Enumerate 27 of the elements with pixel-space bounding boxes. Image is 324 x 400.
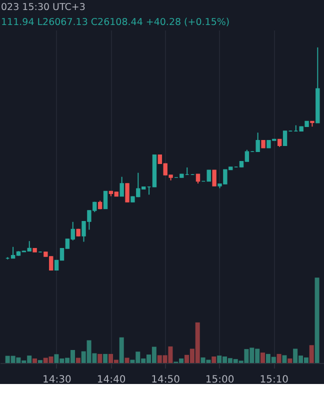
candlestick [196,173,200,184]
bar [288,358,292,363]
x-tick-label: 14:40 [96,374,126,386]
bar [103,354,108,363]
text: 111.94 L26067.13 C26108.44 +40.28 (+0.15%) [1,17,230,28]
bar [124,358,130,363]
bar [309,345,314,363]
candlestick [103,190,108,210]
bar [76,358,80,363]
bar [38,360,42,363]
bar [260,352,265,363]
bar [212,356,216,363]
candlestick [125,182,130,203]
x-tick-label: 15:10 [260,374,289,386]
candlestick [282,130,288,146]
bar [32,358,37,363]
x-tick-label: 15:00 [205,374,234,386]
x-tick-label: 14:50 [151,374,180,386]
x-tick-label: 14:30 [42,374,72,386]
bar [98,354,102,363]
bar [276,354,282,363]
bar [282,355,287,363]
text: 023 15:30 UTC+3 [1,2,86,13]
bar [119,337,124,363]
candlestick [120,176,124,197]
candlestick [212,169,216,187]
bar [314,278,320,363]
